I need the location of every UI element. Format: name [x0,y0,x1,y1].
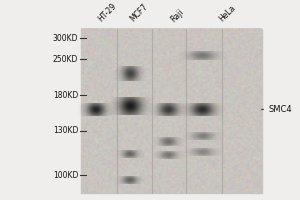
Text: 130KD: 130KD [53,126,78,135]
Text: 300KD: 300KD [53,34,78,43]
Text: SMC4: SMC4 [262,105,292,114]
Text: 100KD: 100KD [53,171,78,180]
Text: MCF7: MCF7 [128,2,150,24]
Text: Raji: Raji [169,7,185,24]
Bar [81,29,262,193]
Text: 180KD: 180KD [53,91,78,100]
Text: HeLa: HeLa [217,4,237,24]
Text: 250KD: 250KD [53,55,78,64]
Text: HT-29: HT-29 [96,2,118,24]
